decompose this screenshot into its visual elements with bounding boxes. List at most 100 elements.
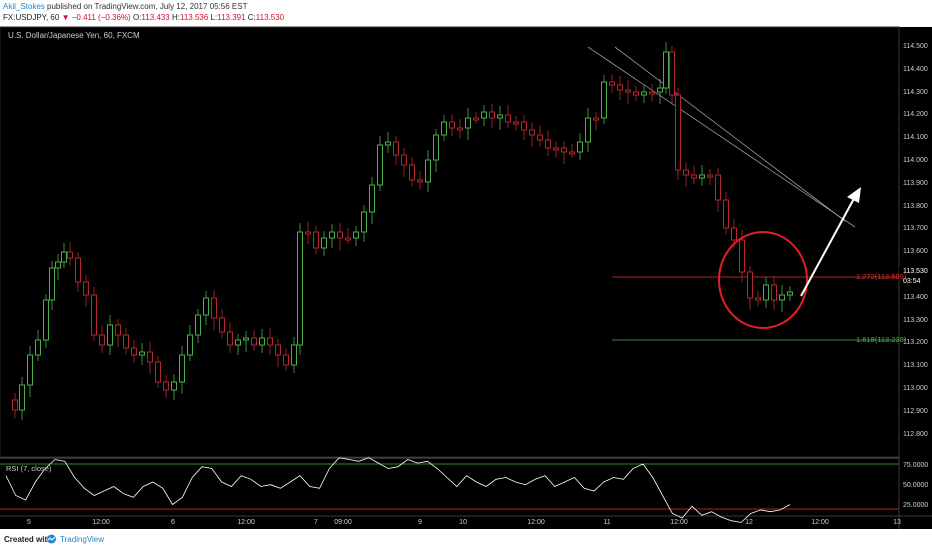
candle-body — [633, 91, 639, 96]
low-label: L: — [210, 13, 218, 22]
price-pane-border — [0, 26, 900, 458]
time-tick-label: 12 — [745, 519, 753, 526]
candle-body — [755, 297, 761, 301]
candle-body — [723, 199, 729, 229]
time-tick-label: 12:00 — [670, 519, 688, 526]
low-value: 113.391 — [217, 13, 246, 22]
price-tick-label: 114.300 — [903, 88, 928, 96]
price-tick-label: 114.100 — [903, 134, 928, 142]
candle-body — [553, 147, 559, 151]
price-tick-label: 113.900 — [903, 179, 928, 187]
candle-body — [67, 251, 73, 259]
price-tick-label: 113.700 — [903, 225, 928, 233]
author-link[interactable]: Akil_Stokes — [3, 2, 45, 11]
highlight-circle[interactable] — [718, 231, 808, 329]
candle-body — [267, 337, 273, 346]
price-tick-label: 114.500 — [903, 43, 928, 50]
candle-body — [657, 87, 663, 93]
candle-body — [529, 129, 535, 136]
down-arrow-icon: ▼ — [61, 13, 70, 22]
candle-body — [219, 317, 225, 333]
candle-body — [649, 91, 655, 95]
candle-body — [457, 127, 463, 131]
candle-body — [147, 351, 153, 363]
candle-body — [593, 117, 599, 121]
trendline-upper[interactable] — [587, 46, 856, 228]
open-value: 113.433 — [141, 13, 170, 22]
footer: Created with TradingView — [0, 529, 932, 550]
trendline-lower[interactable] — [614, 46, 846, 222]
price-tick-label: 113.300 — [903, 316, 928, 324]
close-label: C: — [247, 13, 256, 22]
candle-body — [83, 281, 89, 296]
candle-body — [409, 164, 415, 181]
symbol-info: FX:USDJPY, 60 ▼ −0.411 (−0.36%) O:113.43… — [3, 13, 284, 22]
candle-body — [107, 324, 113, 346]
tradingview-link[interactable]: TradingView — [60, 535, 105, 544]
candle-body — [12, 399, 18, 411]
candle-body — [715, 174, 721, 201]
candle-body — [393, 141, 399, 156]
candle-body — [747, 271, 753, 299]
candle-body — [251, 337, 257, 346]
candle-body — [27, 354, 33, 386]
open-label: O: — [132, 13, 142, 22]
rsi-tick-label: 50.0000 — [903, 482, 929, 489]
candle-body — [49, 267, 55, 301]
candle-body — [465, 117, 471, 129]
countdown-badge: 03:54 — [903, 278, 921, 285]
candle-body — [275, 344, 281, 356]
projection-arrow-head — [847, 187, 861, 203]
price-tick-label: 114.400 — [903, 65, 928, 73]
published-info: published on TradingView.com, July 12, 2… — [47, 2, 248, 11]
rsi-tick-label: 25.0000 — [903, 502, 929, 509]
candle-body — [369, 184, 375, 213]
candle-body — [337, 231, 343, 239]
time-tick-label: 12:00 — [237, 519, 255, 526]
rsi-line — [5, 457, 791, 523]
candle-body — [787, 291, 793, 296]
time-tick-label: 13 — [893, 519, 901, 526]
candle-body — [779, 294, 785, 301]
candle-body — [669, 51, 675, 96]
price-tick-label: 112.900 — [903, 407, 928, 415]
price-tick-label: 114.200 — [903, 111, 928, 119]
candle-body — [449, 121, 455, 129]
candle-body — [641, 91, 647, 96]
candle-body — [489, 111, 495, 119]
high-label: H: — [171, 13, 180, 22]
candle-body — [305, 231, 311, 235]
candle-body — [521, 121, 527, 131]
candle-body — [617, 84, 623, 91]
projection-arrow-line[interactable] — [800, 192, 858, 297]
time-tick-label: 7 — [314, 519, 318, 526]
tradingview-logo-icon — [47, 534, 56, 544]
candle-body — [663, 51, 669, 89]
candle-body — [195, 314, 201, 336]
candle-body — [361, 211, 367, 233]
chart-area[interactable] — [0, 27, 932, 529]
candle-body — [545, 139, 551, 149]
candle-body — [115, 324, 121, 336]
candle-body — [35, 339, 41, 356]
candle-body — [61, 251, 67, 263]
candle-body — [345, 237, 351, 241]
time-tick-label: 09:00 — [334, 519, 352, 526]
candle-body — [321, 237, 327, 249]
candle-body — [235, 339, 241, 346]
time-tick-label: 11 — [603, 519, 611, 526]
candle-body — [259, 337, 265, 346]
candle-body — [19, 384, 25, 411]
candle-body — [91, 294, 97, 336]
time-tick-label: 12:00 — [527, 519, 545, 526]
publish-header: Akil_Stokes published on TradingView.com… — [0, 0, 932, 27]
candle-body — [601, 81, 607, 119]
candle-body — [123, 334, 129, 349]
candle-body — [385, 141, 391, 146]
price-tick-label: 114.000 — [903, 157, 928, 164]
price-tick-label: 113.800 — [903, 202, 928, 210]
candle-body — [179, 354, 185, 383]
last-price-badge: 113.530 — [899, 267, 932, 277]
candle-body — [497, 114, 503, 119]
